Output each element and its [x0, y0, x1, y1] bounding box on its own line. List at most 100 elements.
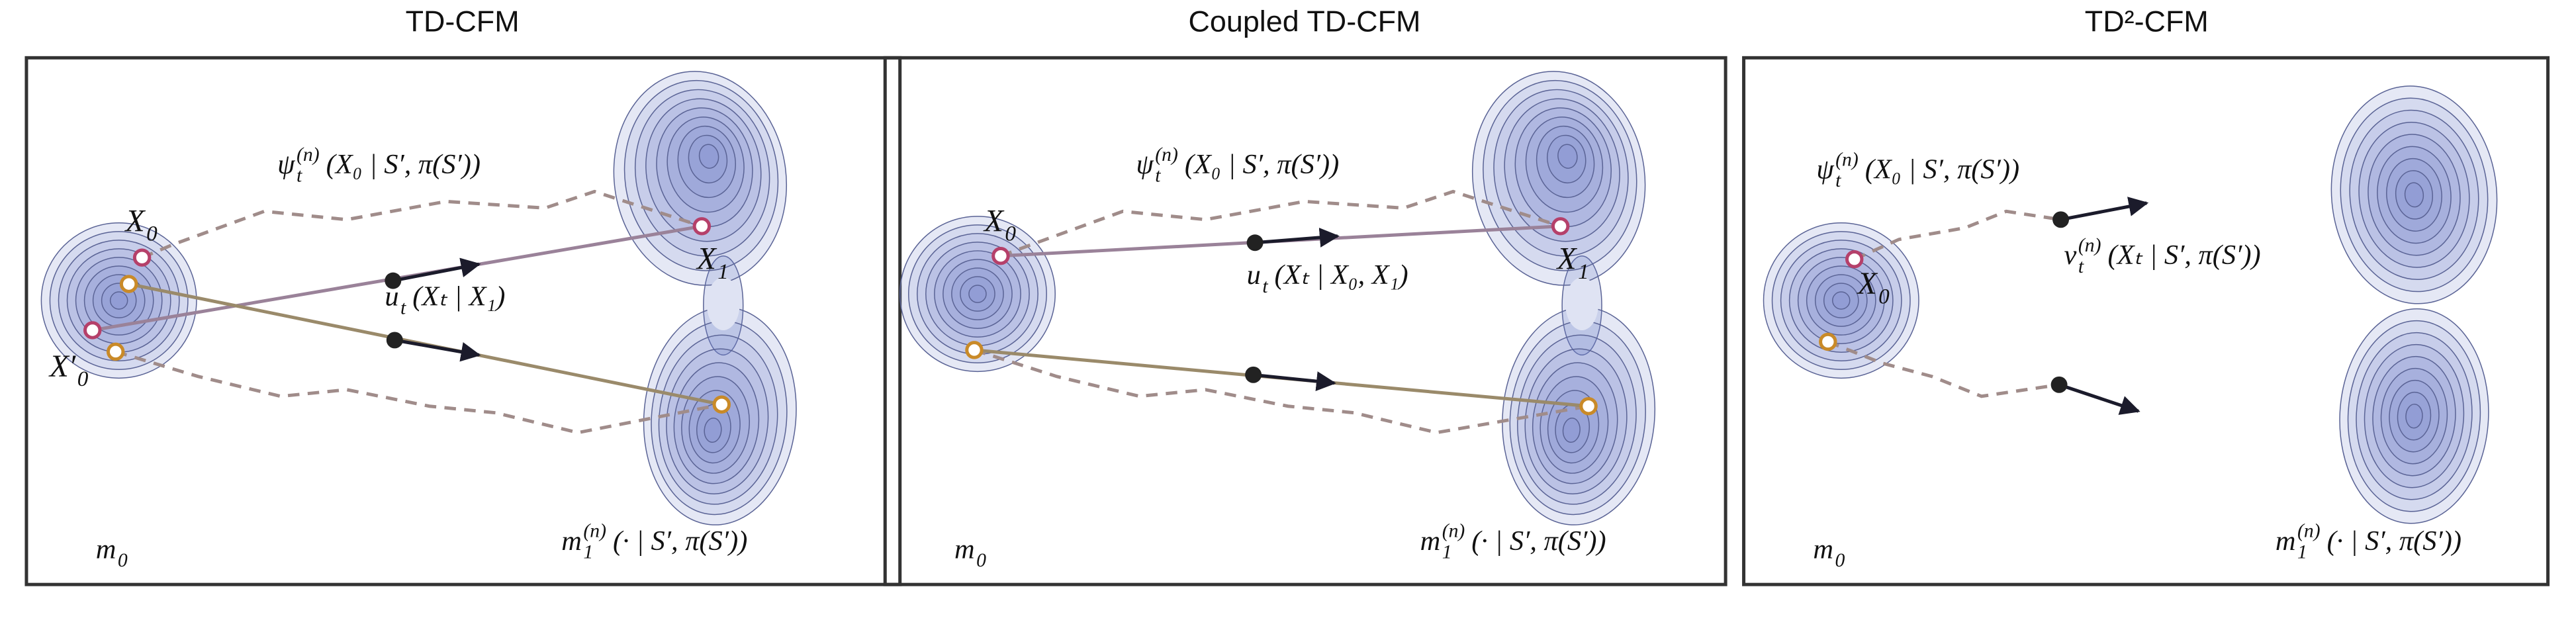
density-contour: [2380, 367, 2448, 465]
math-label: v: [2064, 240, 2077, 271]
panel-title: TD-CFM: [406, 4, 520, 38]
density-contour: [688, 134, 728, 184]
density-contour: [49, 231, 189, 371]
math-label: u: [1247, 259, 1261, 291]
density-contour: [2389, 379, 2440, 453]
math-label: ψ: [1136, 149, 1154, 180]
math-args: (Xₜ | X₀, X₁): [1275, 259, 1408, 291]
math-superscript: (n): [2078, 235, 2101, 256]
state-dot: [386, 332, 403, 349]
density-contour: [698, 144, 719, 169]
sample-point: [1819, 332, 1837, 351]
density-contour: [1557, 144, 1578, 169]
density-contour: [2377, 146, 2452, 244]
math-subscript: 1: [1578, 259, 1589, 284]
math-label: ψ: [277, 149, 295, 180]
velocity-arrow: [1253, 371, 1336, 391]
math-args: (Xₜ | S′, π(S′)): [2107, 240, 2260, 271]
density-contour: [1562, 418, 1581, 443]
trajectory: [141, 189, 703, 259]
density-contour: [1831, 291, 1851, 310]
math-args: (· | S′, π(S′)): [613, 525, 747, 557]
math-args: (X₀ | S′, π(S′)): [1185, 149, 1339, 180]
density-contour: [2364, 343, 2465, 488]
math-label: X: [124, 204, 146, 238]
math-subscript: 0: [118, 550, 128, 571]
sample-point: [965, 341, 984, 359]
density-contour: [623, 79, 779, 271]
math-subscript: 0: [77, 367, 89, 391]
sample-point: [132, 248, 152, 267]
math-subscript: t: [297, 165, 302, 187]
density-contour: [1797, 257, 1885, 344]
math-label: m: [561, 525, 582, 557]
density-contour: [1823, 283, 1859, 318]
state-dot: [1246, 234, 1264, 251]
math-label: X: [1857, 267, 1878, 301]
state-dot: [2050, 376, 2068, 393]
math-superscript: (n): [1835, 149, 1859, 170]
math-args: (· | S′, π(S′)): [2327, 525, 2461, 557]
sample-point: [991, 246, 1010, 265]
density-contour: [667, 116, 745, 213]
density-contour: [1806, 265, 1876, 336]
trajectory: [1853, 209, 2061, 261]
density-contour: [2330, 85, 2498, 304]
math-subscript: 0: [1835, 550, 1845, 571]
math-label: m: [1813, 533, 1833, 565]
density-neck: [706, 277, 740, 330]
math-label: m: [96, 533, 116, 565]
state-dot: [385, 272, 402, 289]
density-contour: [2405, 403, 2423, 429]
density-contour: [1525, 116, 1604, 213]
density-contour: [2404, 182, 2424, 208]
velocity-arrow: [392, 257, 481, 283]
velocity-arrow: [394, 338, 481, 362]
math-subscript: 0: [1005, 221, 1016, 246]
panel-title: TD²-CFM: [2085, 4, 2209, 38]
math-args: (X₀ | S′, π(S′)): [326, 149, 481, 180]
density-contour: [1483, 79, 1637, 271]
math-subscript: t: [1262, 276, 1268, 297]
sample-point: [692, 217, 712, 236]
trajectory: [115, 350, 722, 435]
density-contour: [2372, 355, 2456, 477]
density-contour: [934, 250, 1021, 338]
math-subscript: t: [400, 297, 406, 318]
math-superscript: (n): [2297, 521, 2321, 542]
density-contour: [1814, 274, 1868, 327]
math-args: (· | S′, π(S′)): [1471, 525, 1606, 557]
math-subscript: 0: [146, 221, 158, 246]
math-subscript: t: [1835, 170, 1841, 191]
math-superscript: (n): [583, 521, 606, 542]
density-neck: [1565, 277, 1599, 330]
trajectory: [1000, 189, 1561, 258]
panel-frame: [24, 56, 902, 586]
density-contour: [1763, 222, 1919, 379]
density-contour: [40, 222, 197, 379]
velocity-arrow: [2058, 383, 2140, 415]
math-label: m: [954, 533, 975, 565]
math-subscript: 1: [2297, 542, 2307, 563]
sample-point: [106, 342, 125, 361]
math-superscript: (n): [1155, 144, 1178, 165]
panel-frame: [883, 56, 1727, 586]
panel-title: Coupled TD-CFM: [1188, 4, 1420, 38]
sample-point: [712, 395, 731, 414]
density-contour: [2368, 134, 2461, 256]
trajectory: [1827, 340, 2060, 398]
math-subscript: t: [2078, 256, 2084, 277]
density-contour: [951, 267, 1004, 320]
density-contour: [2358, 122, 2470, 268]
sample-point: [119, 275, 138, 293]
sample-point: [1579, 397, 1598, 416]
math-subscript: 0: [1878, 284, 1890, 308]
math-superscript: (n): [1442, 521, 1465, 542]
sample-point: [83, 321, 102, 340]
sample-point: [1845, 250, 1864, 269]
math-args: (Xₜ | X₁): [412, 281, 505, 312]
density-contour: [1771, 231, 1911, 371]
math-subscript: 1: [583, 542, 593, 563]
math-label: X: [696, 242, 717, 277]
density-contour: [673, 362, 760, 484]
